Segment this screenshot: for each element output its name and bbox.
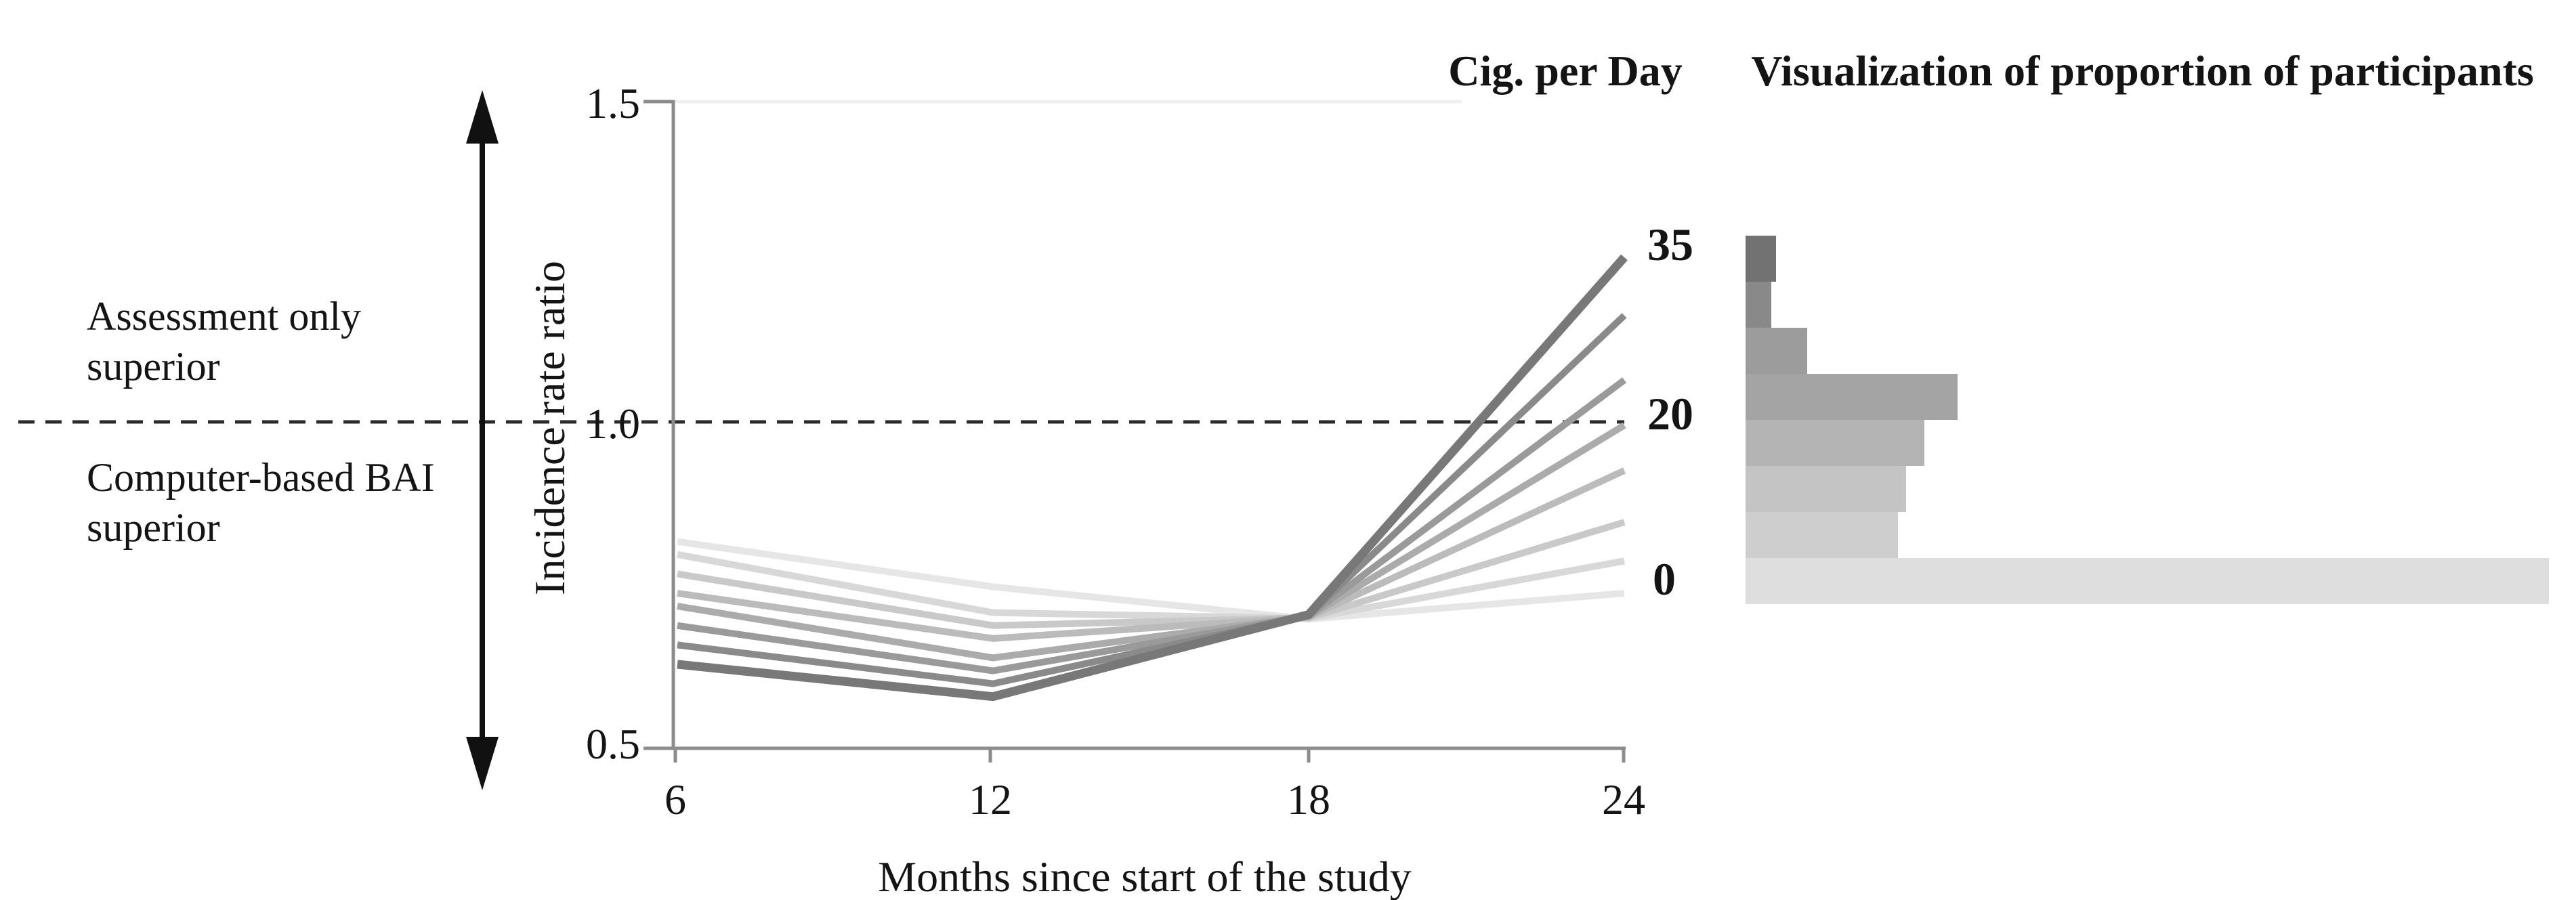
proportion-bars-group	[1746, 236, 2549, 604]
annotation-assessment-superior-line2: superior	[87, 344, 220, 389]
proportion-bar-cig-25	[1746, 328, 1807, 374]
proportion-bar-cig-5	[1746, 512, 1898, 558]
y-tick-label-1p0: 1.0	[586, 400, 640, 448]
x-tick-label-12: 12	[969, 775, 1012, 823]
annotation-bai-superior-line1: Computer-based BAI	[87, 455, 435, 500]
y-tick-label-1p5: 1.5	[586, 79, 640, 127]
x-tick-label-24: 24	[1602, 775, 1645, 823]
y-axis-title: Incidence rate ratio	[526, 261, 574, 595]
line-series-cig-20	[677, 422, 1626, 662]
annotation-assessment-superior-line1: Assessment only	[87, 294, 361, 339]
y-tick-label-0p5: 0.5	[586, 720, 640, 768]
legend-label-35: 35	[1647, 219, 1693, 270]
proportion-bar-cig-30	[1746, 282, 1771, 328]
axes	[643, 100, 1626, 763]
legend-label-20: 20	[1647, 388, 1693, 440]
legend-header-cig-per-day: Cig. per Day	[1448, 47, 1683, 95]
proportion-bar-cig-20	[1746, 374, 1958, 420]
annotation-bai-superior-line2: superior	[87, 505, 220, 550]
proportion-bar-cig-0	[1746, 558, 2549, 604]
line-series-cig-15	[677, 467, 1626, 642]
superiority-arrow-icon	[466, 90, 499, 790]
legend-label-0: 0	[1653, 553, 1676, 605]
line-series-cig-30	[677, 313, 1627, 687]
x-axis-title: Months since start of the study	[878, 853, 1412, 900]
line-series-cig-35	[677, 254, 1628, 702]
line-series-cig-10	[677, 519, 1626, 629]
line-series-cig-25	[677, 377, 1626, 674]
proportion-bar-cig-35	[1746, 236, 1776, 282]
bar-panel-title: Visualization of proportion of participa…	[1751, 47, 2534, 95]
proportion-bar-cig-10	[1746, 466, 1906, 512]
line-series-cig-5	[677, 551, 1625, 622]
proportion-bar-cig-15	[1746, 420, 1924, 466]
line-series-cig-0	[677, 538, 1625, 623]
x-tick-label-18: 18	[1287, 775, 1330, 823]
line-series-group	[677, 254, 1628, 702]
x-tick-label-6: 6	[664, 775, 686, 823]
